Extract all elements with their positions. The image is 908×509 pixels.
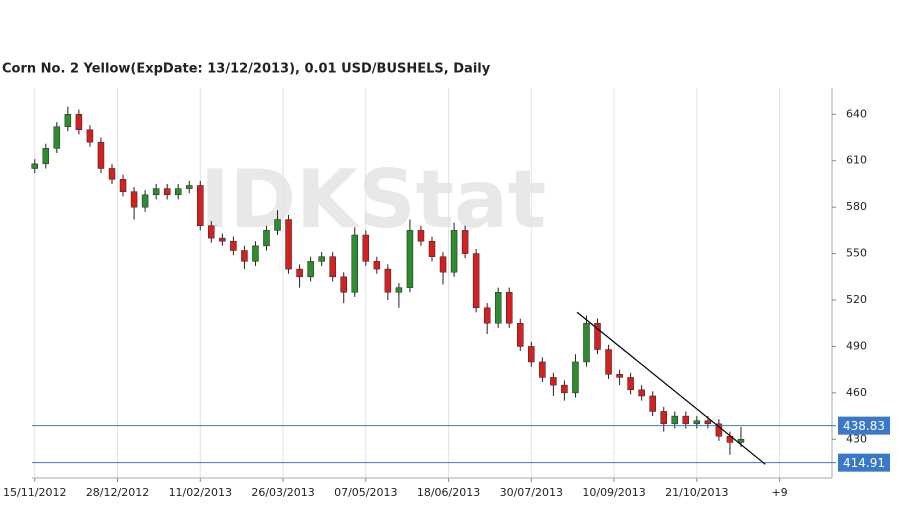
candle-body — [163, 188, 171, 196]
candle-body — [362, 234, 370, 262]
x-tick-label: 28/12/2012 — [86, 486, 149, 499]
candle-body — [31, 163, 39, 169]
candle-body — [296, 268, 303, 278]
x-tick-label: 11/02/2013 — [169, 486, 232, 499]
candle-body — [263, 230, 270, 247]
candle-body — [737, 439, 745, 443]
candle-body — [130, 191, 138, 208]
x-tick-label: 18/06/2013 — [417, 486, 480, 499]
candle-body — [208, 225, 215, 239]
candle-body — [572, 361, 579, 394]
candle-body — [185, 185, 193, 189]
candle-body — [605, 349, 612, 375]
candle-body — [528, 346, 535, 363]
candle-body — [406, 230, 414, 288]
candle-body — [395, 287, 403, 293]
candle-body — [219, 237, 226, 242]
candle-body — [174, 188, 182, 196]
candle-body — [682, 415, 690, 425]
level-label: 414.91 — [843, 456, 885, 470]
candle-body — [583, 322, 590, 363]
candle-body — [274, 219, 281, 231]
y-tick-label: 640 — [846, 107, 867, 120]
candle-body — [616, 374, 623, 378]
watermark: IDKStat — [200, 153, 546, 246]
y-tick-label: 520 — [846, 293, 867, 306]
y-tick-label: 490 — [846, 339, 867, 352]
x-tick-label: +9 — [771, 486, 787, 499]
y-tick-label: 610 — [846, 154, 867, 167]
candle-body — [450, 230, 458, 273]
candle-body — [472, 253, 480, 309]
candle-body — [64, 114, 72, 127]
y-tick-label: 580 — [846, 200, 867, 213]
candle-body — [285, 219, 292, 270]
candle-body — [152, 188, 160, 196]
x-tick-label: 26/03/2013 — [251, 486, 314, 499]
x-tick-label: 07/05/2013 — [334, 486, 397, 499]
candle-body — [715, 423, 723, 437]
candle-body — [340, 276, 347, 293]
trend-line — [576, 311, 766, 465]
candle-body — [141, 194, 149, 208]
y-tick-label: 460 — [846, 386, 867, 399]
candle-body — [86, 129, 94, 143]
candle-body — [373, 261, 381, 270]
candle-body — [439, 256, 447, 273]
x-tick-label: 10/09/2013 — [582, 486, 645, 499]
level-label-box — [838, 453, 890, 472]
candle-body — [638, 389, 645, 397]
candle-body — [627, 377, 634, 391]
x-tick-label: 30/07/2013 — [500, 486, 563, 499]
candle-body — [318, 256, 325, 262]
candle-body — [119, 179, 127, 192]
y-tick-label: 430 — [846, 432, 867, 445]
candle-body — [517, 322, 524, 347]
candle-body — [594, 322, 601, 350]
candle-body — [505, 292, 513, 324]
candle-body — [97, 141, 105, 169]
candle-body — [649, 395, 656, 412]
candle-body — [494, 292, 502, 324]
candle-body — [483, 307, 491, 324]
candle-body — [384, 268, 392, 293]
candle-body — [428, 240, 436, 257]
candle-body — [42, 148, 50, 165]
candle-body — [108, 168, 116, 180]
candle-body — [252, 245, 259, 262]
candle-body — [351, 234, 359, 293]
candle-body — [230, 240, 237, 251]
candle-body — [704, 420, 712, 425]
chart-title: Corn No. 2 Yellow(ExpDate: 13/12/2013), … — [2, 62, 491, 77]
y-tick-label: 550 — [846, 247, 867, 260]
candle-body — [197, 185, 204, 226]
candle-body — [539, 361, 546, 378]
candle-body — [75, 114, 83, 131]
candle-body — [307, 261, 314, 278]
candle-body — [241, 250, 248, 262]
candle-body — [660, 411, 667, 425]
candle-body — [461, 230, 469, 254]
candle-body — [693, 420, 701, 425]
level-label: 438.83 — [843, 419, 885, 433]
candle-body — [329, 256, 336, 278]
level-label-box — [838, 416, 890, 435]
candle-body — [561, 384, 568, 394]
candle-body — [671, 415, 679, 425]
x-tick-label: 21/10/2013 — [665, 486, 728, 499]
candle-body — [53, 126, 61, 149]
candle-body — [550, 377, 557, 386]
x-tick-label: 15/11/2012 — [3, 486, 66, 499]
candle-body — [417, 230, 425, 242]
